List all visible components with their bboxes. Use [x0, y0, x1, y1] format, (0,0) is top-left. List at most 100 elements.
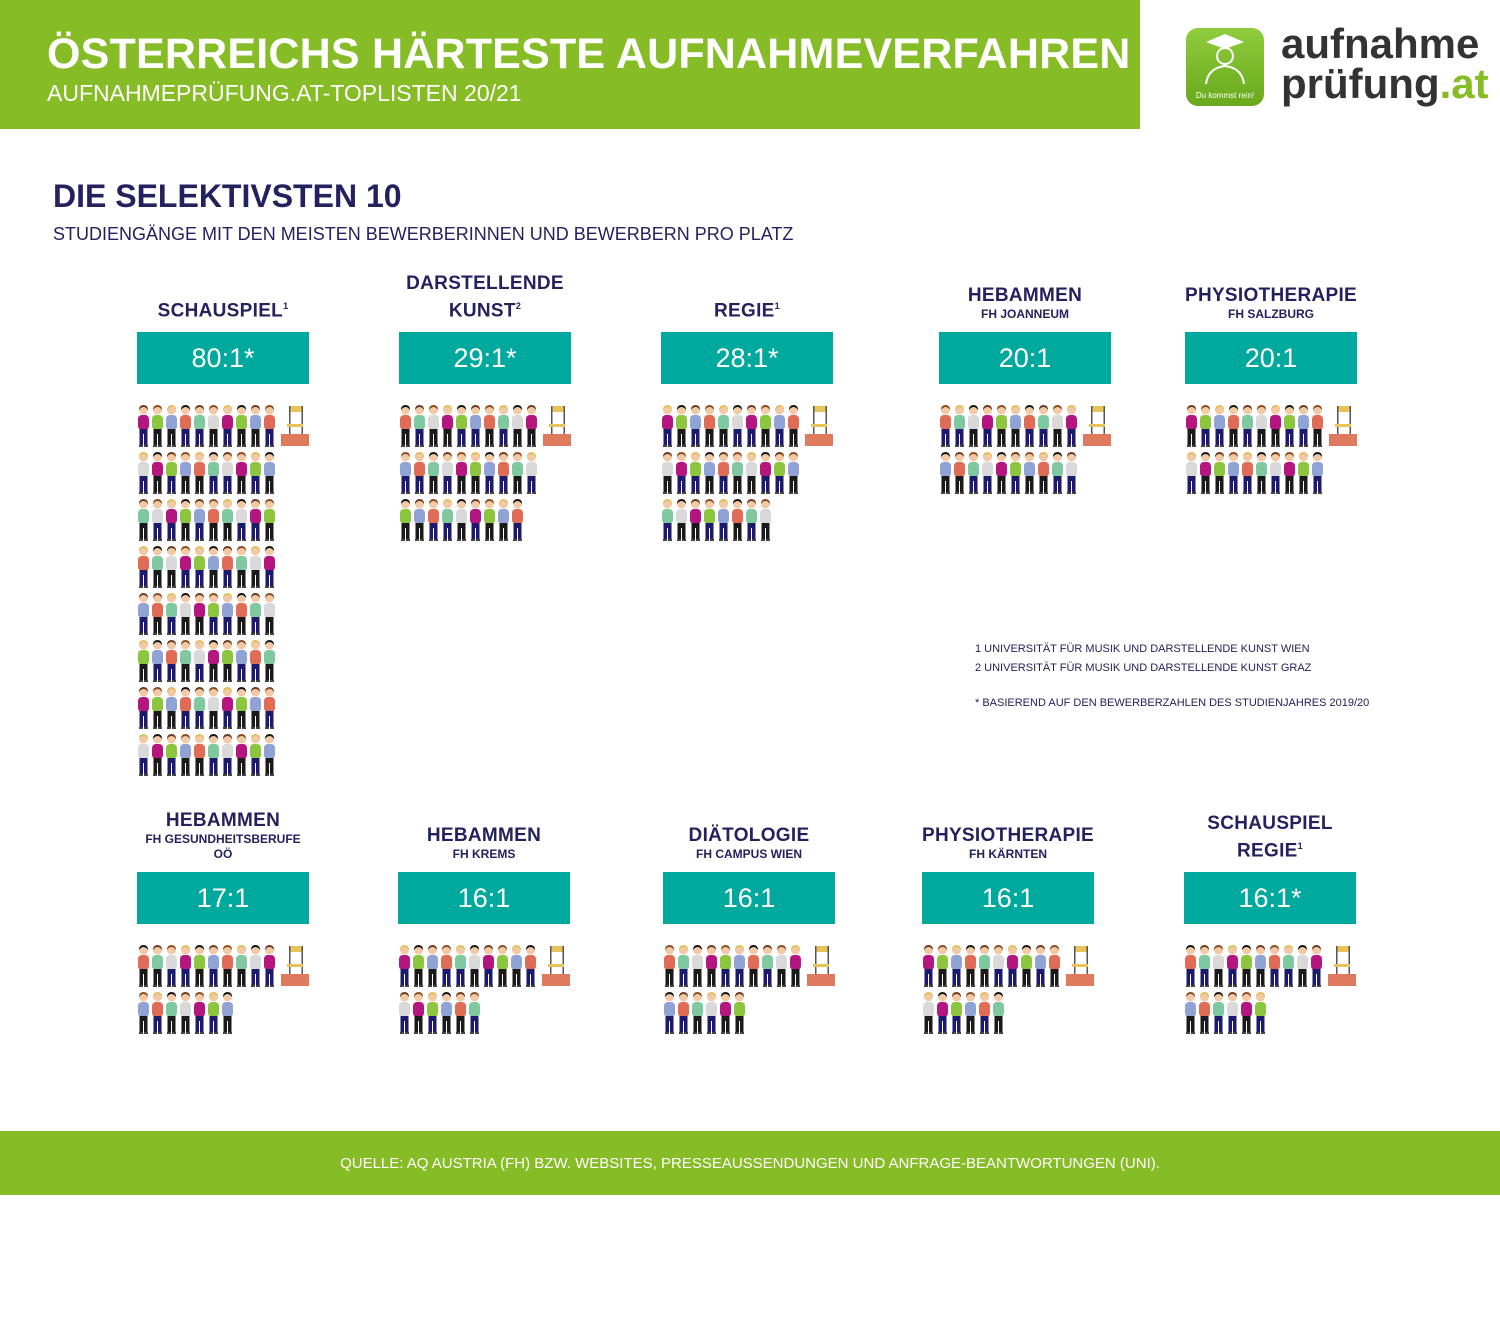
applicant-person-icon	[469, 498, 482, 542]
applicant-person-icon	[995, 404, 1008, 448]
applicant-person-icon	[1034, 944, 1047, 988]
chair-place-icon	[281, 404, 309, 448]
applicant-person-icon	[967, 404, 980, 448]
applicant-person-icon	[689, 451, 702, 495]
applicant-person-icon	[1296, 944, 1309, 988]
applicant-person-icon	[263, 639, 276, 683]
applicant-person-icon	[441, 451, 454, 495]
footer-source: QUELLE: AQ AUSTRIA (FH) BZW. WEBSITES, P…	[0, 1131, 1500, 1195]
applicant-person-icon	[964, 991, 977, 1035]
ratio-box: 17:1	[137, 872, 309, 924]
applicant-person-icon	[787, 451, 800, 495]
card-heading: PHYSIOTHERAPIE FH SALZBURG	[1185, 268, 1357, 322]
card-heading: HEBAMMEN FH GESUNDHEITSBERUFE OÖ	[137, 808, 309, 862]
applicant-person-icon	[249, 451, 262, 495]
footnote-2: 2 UNIVERSITÄT FÜR MUSIK UND DARSTELLENDE…	[975, 662, 1312, 674]
applicant-person-icon	[263, 545, 276, 589]
chair-place-icon	[1083, 404, 1111, 448]
institution: FH KREMS	[452, 847, 516, 861]
applicant-person-icon	[137, 991, 150, 1035]
applicant-person-icon	[468, 944, 481, 988]
program-title: REGIE1	[1237, 840, 1303, 861]
applicant-person-icon	[939, 404, 952, 448]
applicant-person-icon	[427, 498, 440, 542]
applicant-person-icon	[1240, 944, 1253, 988]
applicant-pictogram	[1184, 944, 1356, 1324]
program-title: HEBAMMEN	[426, 825, 542, 846]
applicant-person-icon	[1006, 944, 1019, 988]
applicant-person-icon	[1268, 944, 1281, 988]
applicant-person-icon	[221, 991, 234, 1035]
applicant-pictogram	[661, 404, 833, 784]
applicant-person-icon	[511, 451, 524, 495]
applicant-person-icon	[967, 451, 980, 495]
card-heading: REGIE1	[661, 268, 833, 322]
applicant-person-icon	[483, 498, 496, 542]
applicant-person-icon	[773, 404, 786, 448]
applicant-person-icon	[1185, 451, 1198, 495]
applicant-person-icon	[939, 451, 952, 495]
applicant-person-icon	[1297, 404, 1310, 448]
ranking-card: PHYSIOTHERAPIE FH SALZBURG 20:1	[1185, 268, 1357, 784]
ranking-card: HEBAMMEN FH KREMS 16:1	[398, 808, 570, 1324]
applicant-person-icon	[950, 991, 963, 1035]
applicant-person-icon	[733, 944, 746, 988]
applicant-person-icon	[263, 733, 276, 777]
applicant-person-icon	[221, 498, 234, 542]
applicant-person-icon	[221, 686, 234, 730]
applicant-person-icon	[455, 451, 468, 495]
applicant-person-icon	[151, 733, 164, 777]
applicant-person-icon	[691, 944, 704, 988]
logo[interactable]: Du kommst rein! aufnahme prüfung.at	[1186, 23, 1489, 118]
applicant-person-icon	[705, 991, 718, 1035]
applicant-person-icon	[207, 404, 220, 448]
applicant-person-icon	[468, 991, 481, 1035]
program-title: HEBAMMEN	[967, 285, 1083, 306]
applicant-person-icon	[981, 404, 994, 448]
applicant-person-icon	[441, 404, 454, 448]
institution: FH CAMPUS WIEN	[696, 847, 802, 861]
applicant-person-icon	[165, 686, 178, 730]
applicant-person-icon	[263, 686, 276, 730]
applicant-person-icon	[179, 545, 192, 589]
applicant-person-icon	[1227, 451, 1240, 495]
applicant-person-icon	[731, 498, 744, 542]
applicant-person-icon	[1198, 944, 1211, 988]
applicant-person-icon	[992, 944, 1005, 988]
applicant-person-icon	[775, 944, 788, 988]
applicant-person-icon	[207, 451, 220, 495]
institution: FH SALZBURG	[1228, 307, 1314, 321]
applicant-person-icon	[1227, 404, 1240, 448]
card-heading: HEBAMMEN FH JOANNEUM	[939, 268, 1111, 322]
applicant-person-icon	[496, 944, 509, 988]
applicant-person-icon	[950, 944, 963, 988]
applicant-person-icon	[193, 733, 206, 777]
ratio-box: 28:1*	[661, 332, 833, 384]
applicant-person-icon	[953, 451, 966, 495]
applicant-person-icon	[249, 944, 262, 988]
applicant-person-icon	[455, 404, 468, 448]
ratio-box: 16:1	[398, 872, 570, 924]
applicant-person-icon	[922, 991, 935, 1035]
applicant-person-icon	[193, 545, 206, 589]
chair-place-icon	[805, 404, 833, 448]
program-title: SCHAUSPIEL	[1207, 812, 1333, 834]
logo-wordmark: aufnahme prüfung.at	[1281, 20, 1489, 107]
applicant-person-icon	[221, 639, 234, 683]
applicant-person-icon	[1048, 944, 1061, 988]
applicant-person-icon	[705, 944, 718, 988]
applicant-person-icon	[235, 545, 248, 589]
applicant-person-icon	[151, 639, 164, 683]
applicant-person-icon	[137, 686, 150, 730]
applicant-person-icon	[1311, 451, 1324, 495]
applicant-person-icon	[717, 404, 730, 448]
applicant-person-icon	[151, 545, 164, 589]
applicant-person-icon	[179, 451, 192, 495]
section-subtitle: STUDIENGÄNGE MIT DEN MEISTEN BEWERBERINN…	[53, 224, 794, 244]
applicant-person-icon	[703, 451, 716, 495]
applicant-person-icon	[441, 498, 454, 542]
footnote-marker: 1	[283, 300, 289, 311]
applicant-pictogram	[398, 944, 570, 1324]
applicant-person-icon	[1051, 404, 1064, 448]
applicant-person-icon	[207, 991, 220, 1035]
